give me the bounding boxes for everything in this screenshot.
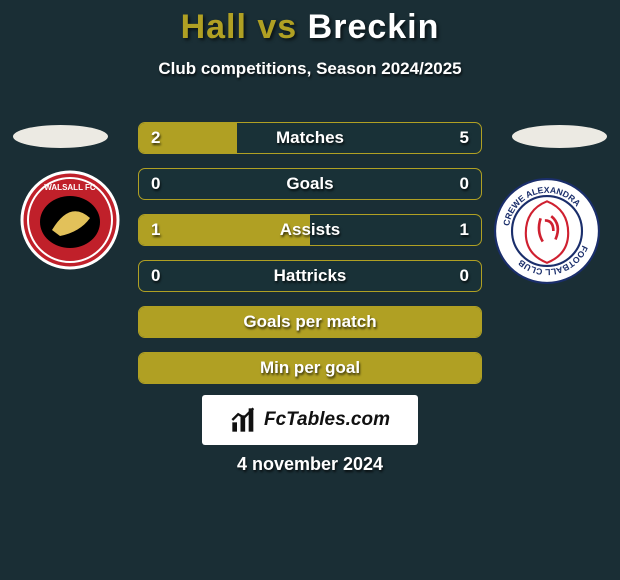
page-title: Hall vs Breckin (0, 0, 620, 47)
player-shadow-right (512, 125, 607, 148)
watermark-text: FcTables.com (264, 409, 390, 431)
svg-text:WALSALL FC: WALSALL FC (44, 183, 96, 192)
stat-row-goals-per-match: Goals per match (138, 306, 482, 338)
title-right-name: Breckin (308, 8, 440, 46)
title-vs: vs (257, 8, 297, 46)
stat-row-min-per-goal: Min per goal (138, 352, 482, 384)
player-shadow-left (13, 125, 108, 148)
subtitle: Club competitions, Season 2024/2025 (0, 59, 620, 79)
crewe-crest-icon: CREWE ALEXANDRA FOOTBALL CLUB (494, 178, 600, 284)
stat-label: Hattricks (139, 266, 481, 286)
stat-label: Goals (139, 174, 481, 194)
stat-row-matches: 25Matches (138, 122, 482, 154)
stat-bars: 25Matches 00Goals 11Assists 00Hattricks Goal… (138, 122, 482, 398)
date-text: 4 november 2024 (0, 454, 620, 475)
stat-label: Assists (139, 220, 481, 240)
stat-row-hattricks: 00Hattricks (138, 260, 482, 292)
stat-row-assists: 11Assists (138, 214, 482, 246)
title-left-name: Hall (181, 8, 247, 46)
crest-right: CREWE ALEXANDRA FOOTBALL CLUB (494, 178, 600, 284)
chart-icon (230, 406, 258, 434)
crest-left: WALSALL FC (20, 170, 120, 270)
watermark: FcTables.com (202, 395, 418, 445)
stat-row-goals: 00Goals (138, 168, 482, 200)
stat-label: Matches (139, 128, 481, 148)
walsall-crest-icon: WALSALL FC (20, 170, 120, 270)
stat-label: Min per goal (139, 358, 481, 378)
stat-label: Goals per match (139, 312, 481, 332)
